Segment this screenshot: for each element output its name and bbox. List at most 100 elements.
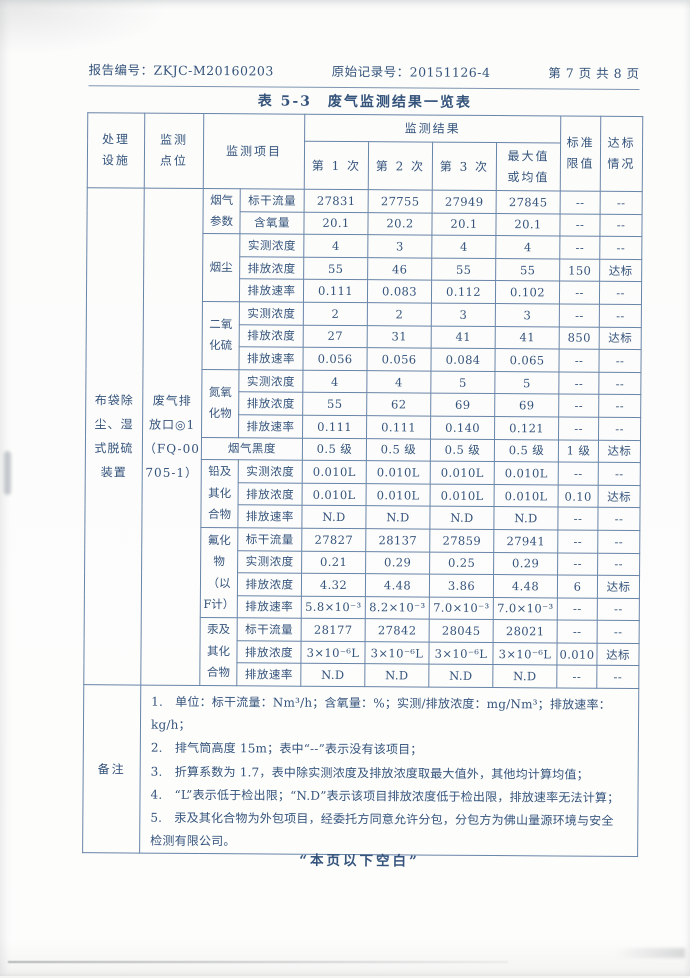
item-name-cell: 含氧量 (239, 211, 305, 235)
value-cell: 7.0×10⁻³ (493, 597, 558, 621)
report-number-label: 报告编号： (88, 62, 154, 78)
value-cell: 0.29 (365, 551, 430, 575)
item-name-cell: 标干流量 (237, 618, 302, 642)
value-cell: 20.1 (431, 212, 497, 236)
value-cell: -- (598, 462, 641, 486)
value-cell: 2 (303, 302, 368, 326)
value-cell: -- (597, 620, 640, 644)
value-cell: -- (557, 552, 598, 576)
value-cell: -- (599, 349, 642, 373)
value-cell: N.D (300, 663, 365, 687)
item-name-cell: 实测浓度 (239, 233, 304, 257)
value-cell: -- (557, 597, 598, 621)
value-cell: -- (559, 349, 600, 373)
value-cell: -- (598, 417, 641, 441)
value-cell: 3×10⁻⁶L (300, 641, 366, 665)
value-cell: 0.010L (494, 461, 559, 485)
value-cell: 0.056 (302, 347, 368, 371)
value-cell: -- (556, 665, 597, 689)
col-header-max: 最大值 或均值 (496, 142, 561, 191)
record-number-value: 20151126-4 (409, 64, 491, 81)
value-cell: 5.8×10⁻³ (301, 595, 366, 619)
value-cell: 达标 (597, 575, 640, 599)
value-cell: 3×10⁻⁶L (428, 641, 494, 666)
value-cell: -- (558, 416, 599, 440)
col-header-run3: 第 3 次 (432, 142, 497, 191)
value-cell: 27842 (365, 618, 430, 642)
value-cell: 0.25 (429, 551, 494, 575)
value-cell: 2 (367, 302, 432, 326)
value-cell: 0.112 (431, 280, 496, 304)
value-cell: 28045 (429, 619, 494, 643)
value-cell: N.D (428, 664, 493, 688)
value-cell: -- (597, 530, 640, 554)
item-group-cell: 烟气黑度 (201, 437, 303, 461)
value-cell: 7.0×10⁻³ (429, 596, 494, 620)
value-cell: N.D (492, 665, 557, 689)
value-cell: 3.86 (429, 574, 494, 598)
value-cell: N.D (365, 505, 431, 530)
value-cell: 1 级 (558, 439, 599, 463)
remarks-content-cell: 1. 单位：标干流量：Nm³/h；含氧量：%；实测/排放浓度：mg/Nm³；排放… (139, 685, 639, 858)
value-cell: 20.2 (367, 212, 433, 236)
value-cell: -- (597, 507, 641, 531)
value-cell: -- (597, 597, 640, 621)
value-cell: 28177 (301, 618, 366, 642)
value-cell: 达标 (598, 484, 641, 508)
item-name-cell: 排放浓度 (238, 392, 303, 416)
page-header: 报告编号：ZKJC-M20160203 原始记录号：20151126-4 第 7… (88, 59, 640, 91)
value-cell: -- (600, 191, 643, 215)
value-cell: 0.21 (301, 550, 366, 574)
value-cell: 41 (495, 326, 560, 350)
value-cell: 69 (430, 393, 495, 417)
value-cell: -- (559, 303, 600, 327)
value-cell: 0.065 (494, 348, 560, 372)
value-cell: 0.5 级 (302, 437, 367, 461)
item-name-cell: 排放速率 (239, 279, 304, 303)
value-cell: 150 (559, 258, 600, 282)
item-name-cell: 实测浓度 (238, 459, 303, 483)
value-cell: 0.010L (302, 460, 367, 484)
value-cell: -- (599, 304, 642, 328)
value-cell: 0.121 (494, 416, 559, 440)
value-cell: 4.48 (493, 574, 558, 598)
value-cell: -- (559, 213, 601, 237)
item-name-cell: 实测浓度 (239, 301, 304, 325)
value-cell: 28137 (365, 528, 430, 552)
value-cell: -- (597, 552, 640, 576)
value-cell: 达标 (599, 326, 642, 350)
value-cell: 3 (495, 303, 560, 327)
item-name-cell: 排放浓度 (236, 640, 302, 664)
col-header-limit: 标准 限值 (560, 115, 601, 192)
monitoring-results-table: 处理 设施 监测 点位 监测项目 监测结果 标准 限值 达标 情况 第 1 次 … (82, 112, 643, 858)
item-name-cell: 排放速率 (238, 346, 304, 370)
value-cell: 0.5 级 (494, 439, 559, 463)
value-cell: 0.29 (493, 552, 558, 576)
col-header-run2: 第 2 次 (368, 141, 433, 191)
item-group-cell: 烟尘 (202, 233, 240, 302)
value-cell: 达标 (598, 439, 641, 463)
remark-line: 3. 折算系数为 1.7，表中除实测浓度及排放浓度取最大值外，其他均计算均值； (150, 764, 589, 782)
value-cell: 0.111 (366, 415, 431, 439)
item-name-cell: 排放速率 (238, 414, 303, 438)
item-name-cell: 排放浓度 (238, 482, 303, 506)
item-name-cell: 排放速率 (237, 595, 302, 619)
value-cell: -- (560, 190, 601, 214)
value-cell: -- (599, 281, 642, 305)
remark-line: 4. “L”表示低于检出限；“N.D”表示该项目排放浓度低于检出限，排放速率无法… (150, 787, 620, 805)
item-name-cell: 标干流量 (237, 527, 302, 551)
value-cell: 0.083 (367, 280, 432, 304)
value-cell: -- (599, 213, 643, 237)
value-cell: 8.2×10⁻³ (365, 596, 430, 620)
value-cell: 0.010L (430, 461, 495, 485)
value-cell: 27949 (432, 190, 497, 214)
value-cell: 6 (557, 575, 598, 598)
value-cell: 27859 (429, 529, 494, 553)
value-cell: N.D (301, 505, 367, 529)
value-cell: 850 (559, 326, 600, 350)
value-cell: 4 (431, 235, 496, 259)
value-cell: 55 (302, 392, 367, 416)
value-cell: -- (559, 236, 600, 260)
